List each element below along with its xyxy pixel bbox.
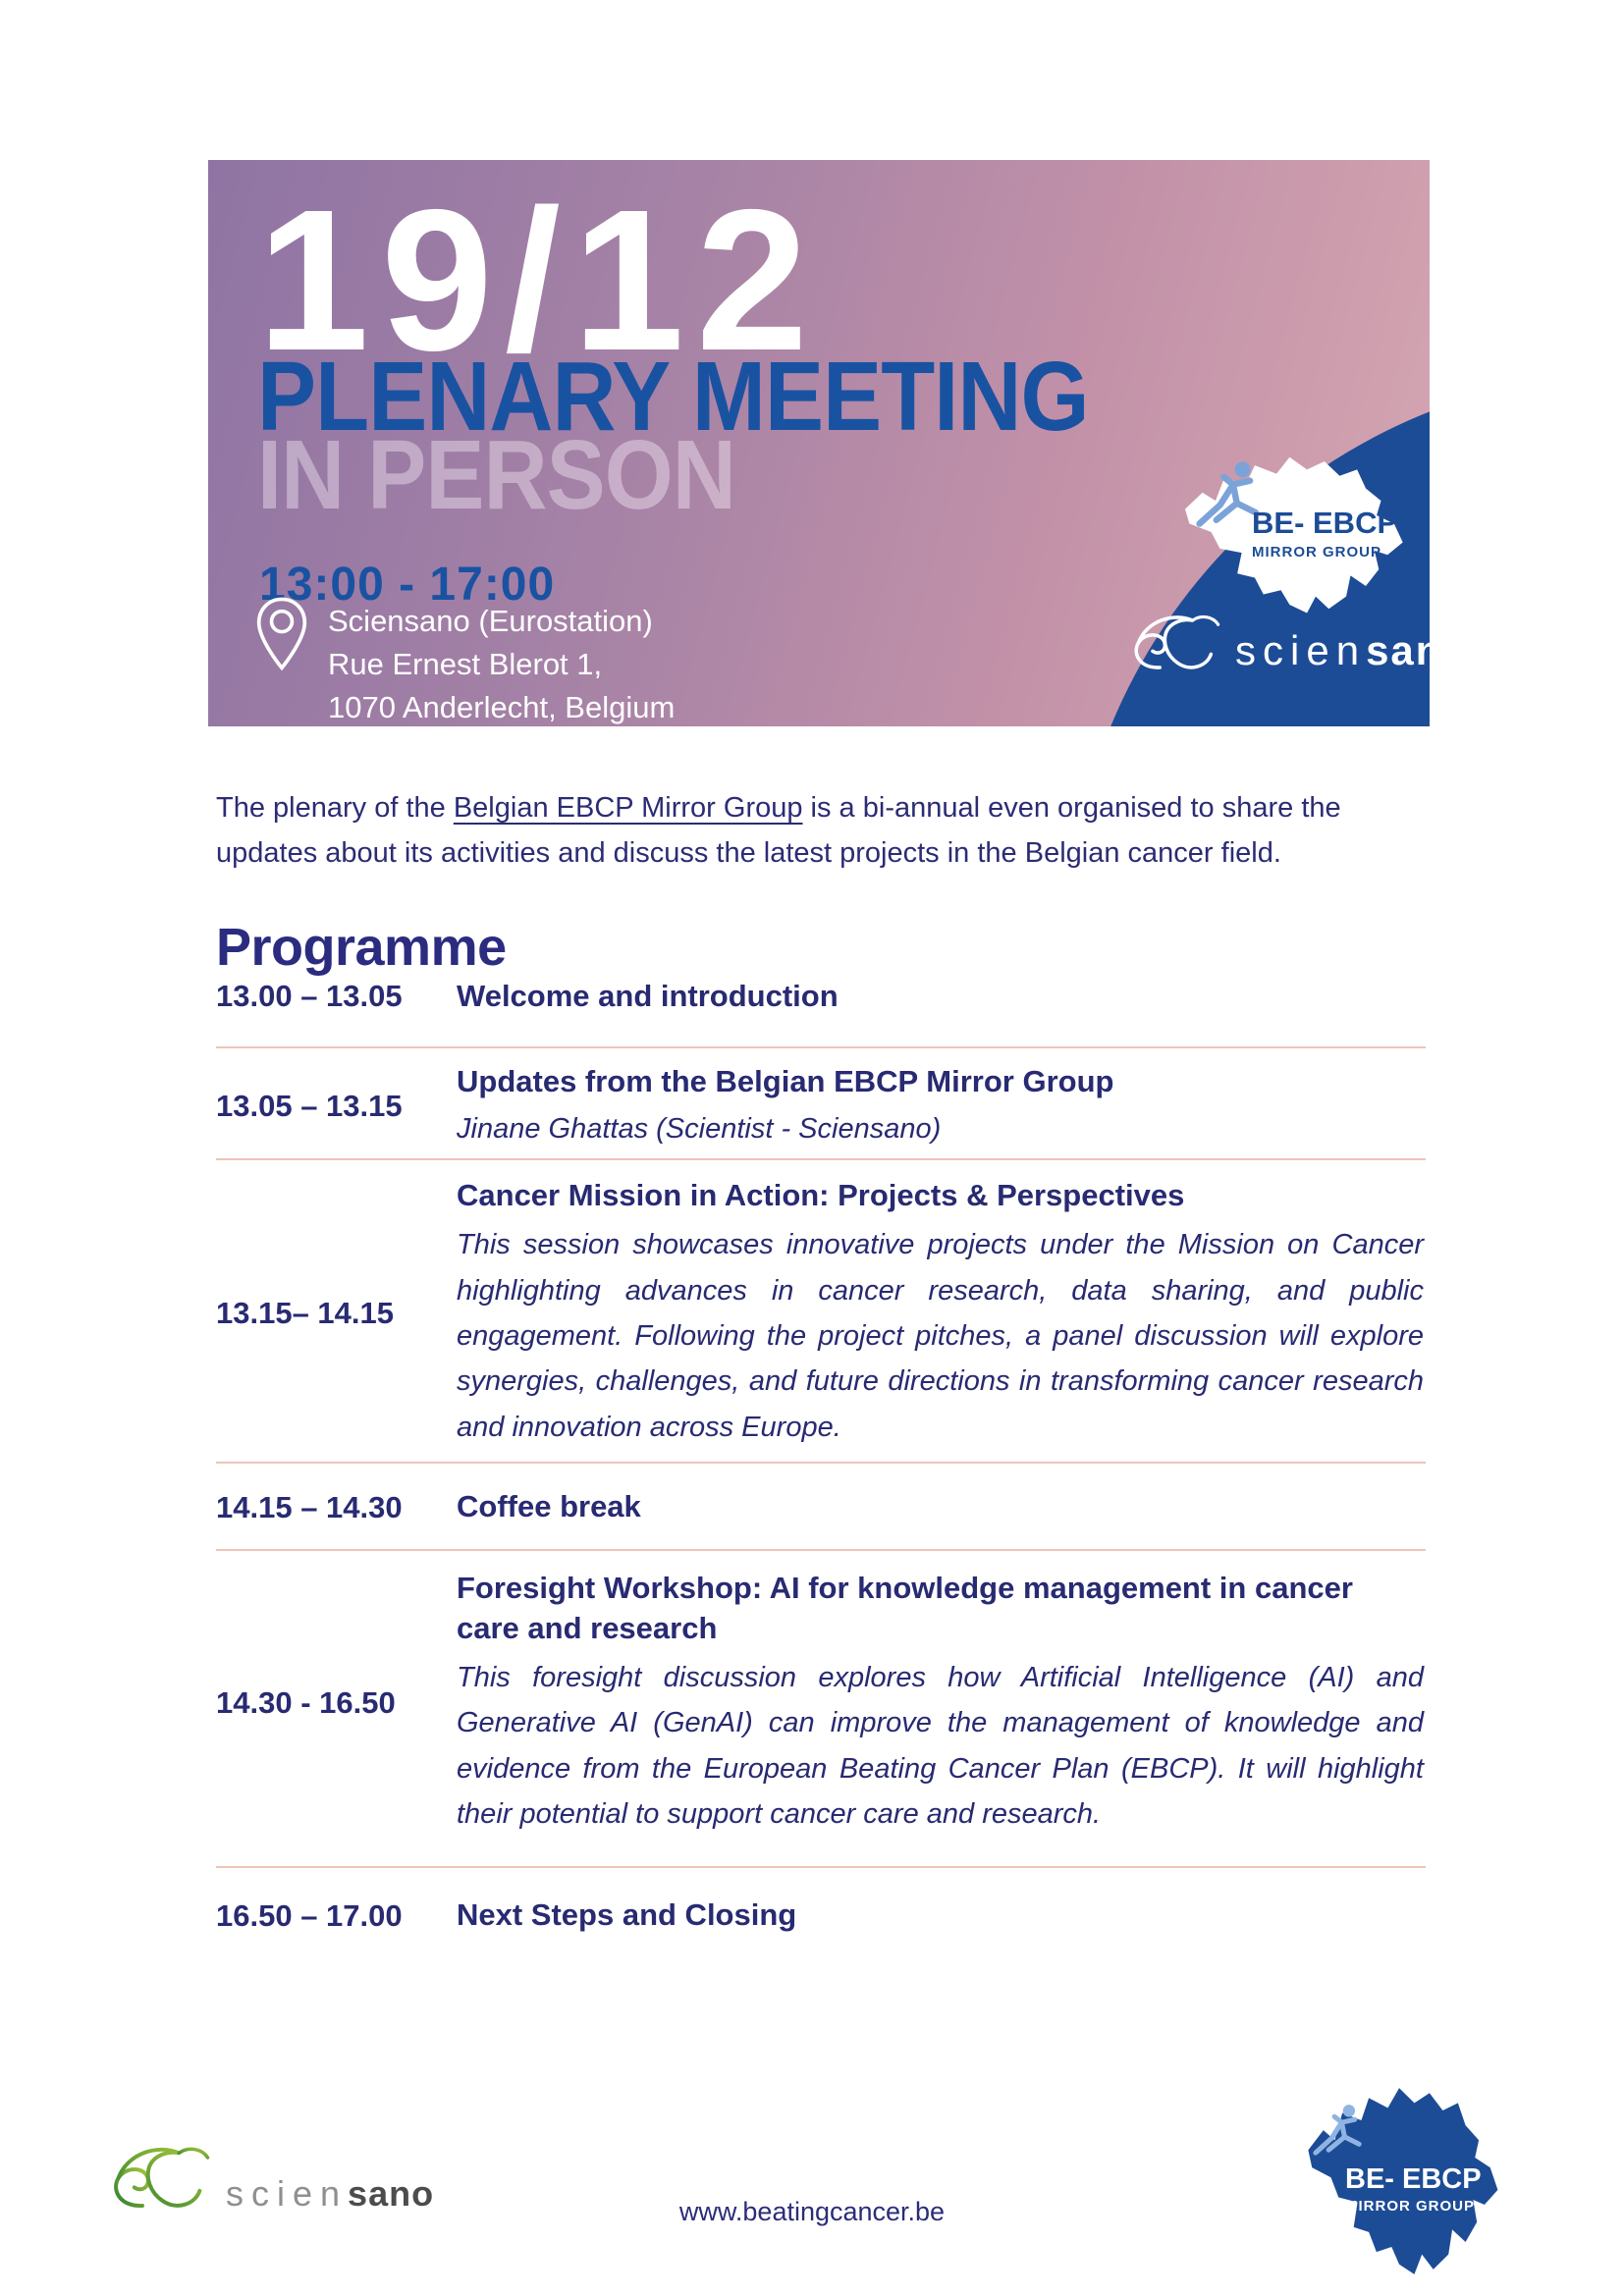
session-title: Cancer Mission in Action: Projects & Per… xyxy=(457,1178,1185,1213)
sciensano-logo-white: sciensano xyxy=(1129,610,1430,676)
sciensano-wordmark: sciensano xyxy=(226,2173,434,2215)
session-time: 13.05 – 13.15 xyxy=(216,1089,403,1124)
be-ebcp-line1: BE- EBCP xyxy=(1345,2163,1482,2195)
programme-row-6: 16.50 – 17.00 Next Steps and Closing xyxy=(216,1868,1426,1936)
programme-row-4: 14.15 – 14.30 Coffee break xyxy=(216,1464,1426,1549)
programme-row-5: 14.30 - 16.50 Foresight Workshop: AI for… xyxy=(216,1551,1426,1866)
programme-row-3: 13.15– 14.15 Cancer Mission in Action: P… xyxy=(216,1160,1426,1462)
sciensano-swan-icon xyxy=(1134,614,1220,669)
session-time: 13.15– 14.15 xyxy=(216,1295,395,1330)
event-location: Sciensano (Eurostation) Rue Ernest Blero… xyxy=(328,600,675,726)
runner-icon xyxy=(1313,2105,1362,2156)
event-time: 13:00 - 17:00 xyxy=(259,559,556,611)
session-title: Updates from the Belgian EBCP Mirror Gro… xyxy=(457,1063,1114,1098)
session-body: Welcome and introduction xyxy=(457,977,1426,1017)
session-body: Coffee break xyxy=(457,1487,1426,1527)
programme-row-2: 13.05 – 13.15 Updates from the Belgian E… xyxy=(216,1048,1426,1158)
sciensano-word-light: scien xyxy=(226,2173,349,2214)
session-time: 16.50 – 17.00 xyxy=(216,1897,403,1933)
event-mode: IN PERSON xyxy=(257,420,736,530)
sciensano-swan-icon xyxy=(114,2147,210,2208)
row-divider xyxy=(216,1045,1426,1048)
location-line-2: Rue Ernest Blerot 1, xyxy=(328,647,603,682)
location-line-3: 1070 Anderlecht, Belgium xyxy=(328,690,676,725)
session-time: 13.00 – 13.05 xyxy=(216,979,403,1014)
be-ebcp-mirror-group-logo-footer: BE- EBCP MIRROR GROUP xyxy=(1291,2073,1509,2284)
belgium-map-icon xyxy=(1184,456,1403,614)
intro-text-after: is a bi-annual even organised to share t… xyxy=(216,792,1341,869)
session-body: Cancer Mission in Action: Projects & Per… xyxy=(457,1176,1426,1450)
belgian-ebcp-mirror-group-link[interactable]: Belgian EBCP Mirror Group xyxy=(453,792,803,824)
be-ebcp-line1: BE- EBCP xyxy=(1252,506,1398,540)
sciensano-word-light: scien xyxy=(1235,627,1367,673)
session-description: This session showcases innovative projec… xyxy=(457,1229,1424,1443)
session-time: 14.15 – 14.30 xyxy=(216,1489,403,1524)
location-line-1: Sciensano (Eurostation) xyxy=(328,604,653,638)
be-ebcp-line2: MIRROR GROUP xyxy=(1252,544,1381,561)
row-divider xyxy=(216,1158,1426,1161)
sciensano-logo-green: sciensano xyxy=(108,2140,434,2216)
session-speaker: Jinane Ghattas (Scientist - Sciensano) xyxy=(457,1112,942,1145)
location-pin-icon xyxy=(256,597,307,671)
belgium-map-icon xyxy=(1308,2088,1498,2274)
session-title: Coffee break xyxy=(457,1489,641,1524)
row-divider xyxy=(216,1549,1426,1552)
be-ebcp-line2: MIRROR GROUP xyxy=(1345,2198,1475,2215)
be-ebcp-label: BE- EBCP MIRROR GROUP xyxy=(1345,2163,1482,2215)
event-date: 19/12 xyxy=(257,168,821,393)
be-ebcp-mirror-group-logo: BE- EBCP MIRROR GROUP xyxy=(1165,445,1416,621)
sciensano-word-bold: sano xyxy=(348,2173,435,2214)
runner-icon xyxy=(1196,461,1259,527)
session-title: Welcome and introduction xyxy=(457,979,839,1013)
session-body: Updates from the Belgian EBCP Mirror Gro… xyxy=(457,1062,1426,1150)
event-title: PLENARY MEETING xyxy=(257,342,1090,452)
programme-heading: Programme xyxy=(216,918,507,978)
intro-text-before: The plenary of the xyxy=(216,792,454,824)
intro-paragraph: The plenary of the Belgian EBCP Mirror G… xyxy=(216,786,1412,877)
sciensano-word-bold: sano xyxy=(1366,627,1430,673)
session-body: Next Steps and Closing xyxy=(457,1896,1426,1936)
session-title: Foresight Workshop: AI for knowledge man… xyxy=(457,1571,1353,1645)
session-body: Foresight Workshop: AI for knowledge man… xyxy=(457,1569,1426,1837)
be-ebcp-label: BE- EBCP MIRROR GROUP xyxy=(1252,506,1397,561)
event-banner: 19/12 PLENARY MEETING IN PERSON 13:00 - … xyxy=(208,160,1430,726)
session-description: This foresight discussion explores how A… xyxy=(457,1661,1424,1831)
programme-table: 13.00 – 13.05 Welcome and introduction 1… xyxy=(216,967,1426,1936)
sciensano-wordmark: sciensano xyxy=(1235,627,1430,674)
session-time: 14.30 - 16.50 xyxy=(216,1684,396,1720)
row-divider xyxy=(216,1866,1426,1869)
row-divider xyxy=(216,1462,1426,1465)
beatingcancer-url[interactable]: www.beatingcancer.be xyxy=(678,2197,946,2226)
programme-row-1: 13.00 – 13.05 Welcome and introduction xyxy=(216,967,1426,1046)
session-title: Next Steps and Closing xyxy=(457,1897,797,1933)
